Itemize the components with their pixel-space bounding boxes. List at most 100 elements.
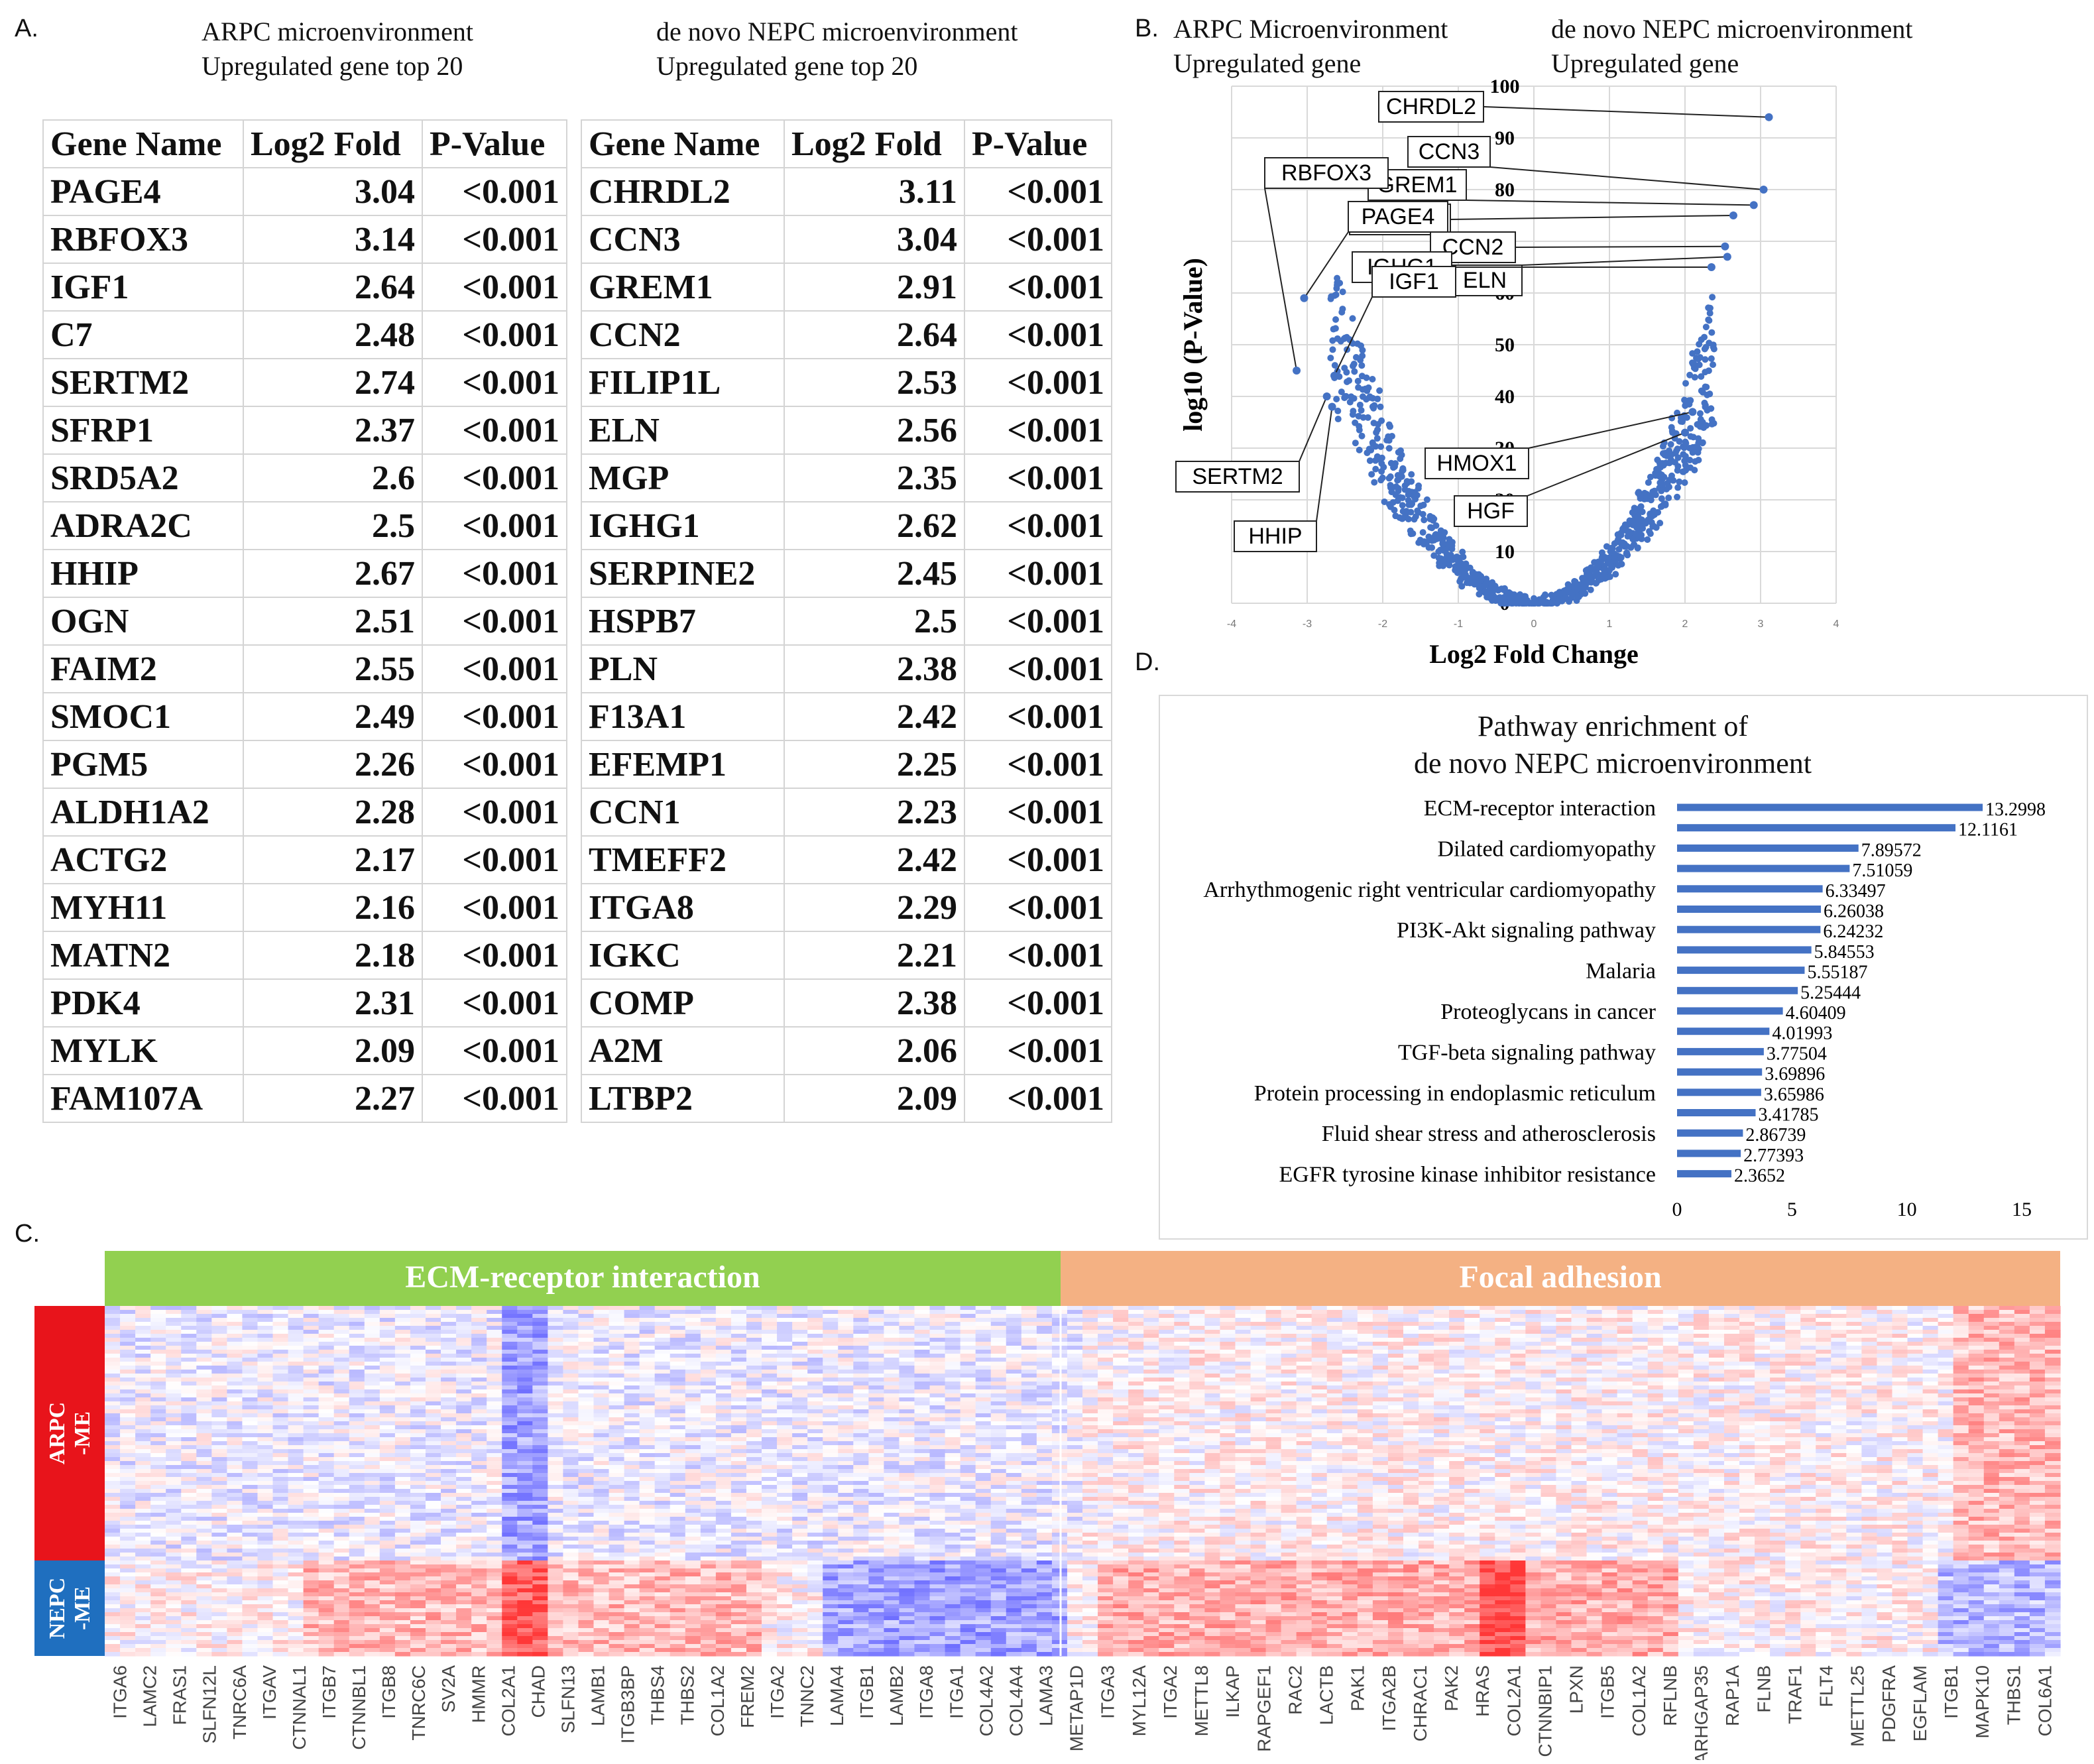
heatmap-cell bbox=[685, 1310, 701, 1315]
heatmap-cell bbox=[379, 1306, 396, 1311]
heatmap-cell bbox=[517, 1389, 533, 1394]
heatmap-cell bbox=[502, 1405, 518, 1410]
heatmap-cell bbox=[914, 1366, 931, 1370]
heatmap-cell bbox=[1999, 1393, 2015, 1398]
heatmap-cell bbox=[1174, 1362, 1190, 1366]
heatmap-cell bbox=[1968, 1378, 1985, 1382]
heatmap-cell bbox=[1036, 1417, 1053, 1422]
heatmap-cell bbox=[150, 1370, 166, 1374]
heatmap-cell bbox=[746, 1393, 762, 1398]
heatmap-cell bbox=[502, 1421, 518, 1426]
heatmap-cell bbox=[1525, 1382, 1542, 1386]
heatmap-cell bbox=[730, 1382, 747, 1386]
heatmap-cell bbox=[181, 1330, 197, 1334]
heatmap-cell bbox=[1419, 1409, 1434, 1414]
heatmap-cell bbox=[2014, 1326, 2030, 1330]
heatmap-cell bbox=[914, 1370, 931, 1374]
heatmap-cell bbox=[700, 1366, 717, 1370]
heatmap-cell bbox=[1586, 1374, 1603, 1378]
heatmap-cell bbox=[1326, 1366, 1343, 1370]
heatmap-cell bbox=[1510, 1385, 1526, 1390]
heatmap-cell bbox=[1755, 1314, 1771, 1319]
heatmap-cell bbox=[333, 1378, 350, 1382]
heatmap-cell bbox=[746, 1413, 762, 1418]
heatmap-cell bbox=[578, 1346, 595, 1350]
heatmap-cell bbox=[318, 1382, 335, 1386]
heatmap-cell bbox=[1708, 1378, 1725, 1382]
heatmap-cell bbox=[975, 1318, 992, 1323]
table-row: PLN 2.38 <0.001 bbox=[581, 644, 1112, 693]
heatmap-cell bbox=[792, 1326, 808, 1330]
heatmap-cell bbox=[1159, 1310, 1175, 1315]
heatmap-cell bbox=[1999, 1389, 2015, 1394]
heatmap-cell bbox=[532, 1409, 548, 1414]
heatmap-cell bbox=[563, 1334, 579, 1338]
heatmap-cell bbox=[578, 1334, 595, 1338]
heatmap-cell bbox=[1204, 1362, 1221, 1366]
heatmap-cell bbox=[1739, 1370, 1755, 1374]
volcano-point bbox=[1373, 429, 1380, 436]
heatmap-cell bbox=[838, 1310, 854, 1315]
heatmap-cell bbox=[609, 1378, 625, 1382]
heatmap-cell bbox=[792, 1378, 808, 1382]
heatmap-cell bbox=[1464, 1306, 1480, 1311]
heatmap-cell bbox=[1922, 1405, 1939, 1410]
heatmap-cell bbox=[884, 1370, 900, 1374]
heatmap-cell bbox=[410, 1362, 426, 1366]
heatmap-cell bbox=[1281, 1389, 1297, 1394]
heatmap-cell bbox=[548, 1385, 564, 1390]
heatmap-cell bbox=[1403, 1409, 1419, 1414]
heatmap-cell bbox=[593, 1397, 610, 1402]
table-row: PDK4 2.31 <0.001 bbox=[42, 978, 567, 1028]
volcano-point bbox=[1374, 395, 1381, 402]
volcano-point bbox=[1676, 478, 1683, 485]
heatmap-cell bbox=[1525, 1334, 1542, 1338]
heatmap-cell bbox=[1708, 1366, 1725, 1370]
heatmap-cell bbox=[349, 1350, 365, 1354]
heatmap-cell bbox=[1601, 1346, 1618, 1350]
heatmap-cell bbox=[242, 1409, 259, 1414]
heatmap-cell bbox=[975, 1350, 992, 1354]
heatmap-cell bbox=[1067, 1397, 1083, 1402]
heatmap-cell bbox=[1449, 1306, 1465, 1311]
heatmap-cell bbox=[349, 1310, 365, 1315]
heatmap-cell bbox=[1434, 1401, 1450, 1406]
heatmap-cell bbox=[1785, 1354, 1801, 1358]
heatmap-cell bbox=[1434, 1334, 1450, 1338]
heatmap-cell bbox=[1480, 1326, 1495, 1330]
heatmap-cell bbox=[700, 1318, 717, 1323]
heatmap-cell bbox=[1403, 1322, 1419, 1326]
heatmap-cell bbox=[624, 1346, 640, 1350]
heatmap-cell bbox=[1021, 1310, 1037, 1315]
heatmap-cell bbox=[105, 1334, 121, 1338]
heatmap-cell bbox=[1220, 1306, 1236, 1311]
heatmap-cell bbox=[1281, 1366, 1297, 1370]
heatmap-cell bbox=[1311, 1374, 1328, 1378]
heatmap-cell bbox=[532, 1417, 548, 1422]
heatmap-cell bbox=[548, 1417, 564, 1422]
heatmap-cell bbox=[1708, 1405, 1725, 1410]
heatmap-cell bbox=[1021, 1362, 1037, 1366]
heatmap-cell bbox=[823, 1350, 839, 1354]
heatmap-cell bbox=[1326, 1370, 1343, 1374]
heatmap-cell bbox=[318, 1346, 335, 1350]
heatmap-cell bbox=[181, 1346, 197, 1350]
pathway-bar-value-label: 2.86739 bbox=[1745, 1125, 1806, 1146]
heatmap-cell bbox=[1723, 1378, 1740, 1382]
heatmap-cell bbox=[807, 1397, 823, 1402]
heatmap-cell bbox=[1510, 1366, 1526, 1370]
heatmap-cell bbox=[410, 1421, 426, 1426]
heatmap-cell bbox=[1678, 1350, 1694, 1354]
heatmap-cell bbox=[563, 1378, 579, 1382]
heatmap-cell bbox=[1800, 1393, 1816, 1398]
heatmap-cell bbox=[868, 1382, 884, 1386]
log2-fold-cell: 2.5 bbox=[243, 501, 423, 550]
heatmap-cell bbox=[914, 1314, 931, 1319]
pathway-bar bbox=[1677, 803, 1983, 811]
pathway-bar-value-label: 5.84553 bbox=[1814, 942, 1875, 963]
heatmap-cell bbox=[700, 1362, 717, 1366]
heatmap-cell bbox=[1953, 1306, 1969, 1311]
heatmap-cell bbox=[1296, 1338, 1312, 1342]
table-row: CCN2 2.64 <0.001 bbox=[581, 310, 1112, 359]
heatmap-cell bbox=[1113, 1354, 1129, 1358]
